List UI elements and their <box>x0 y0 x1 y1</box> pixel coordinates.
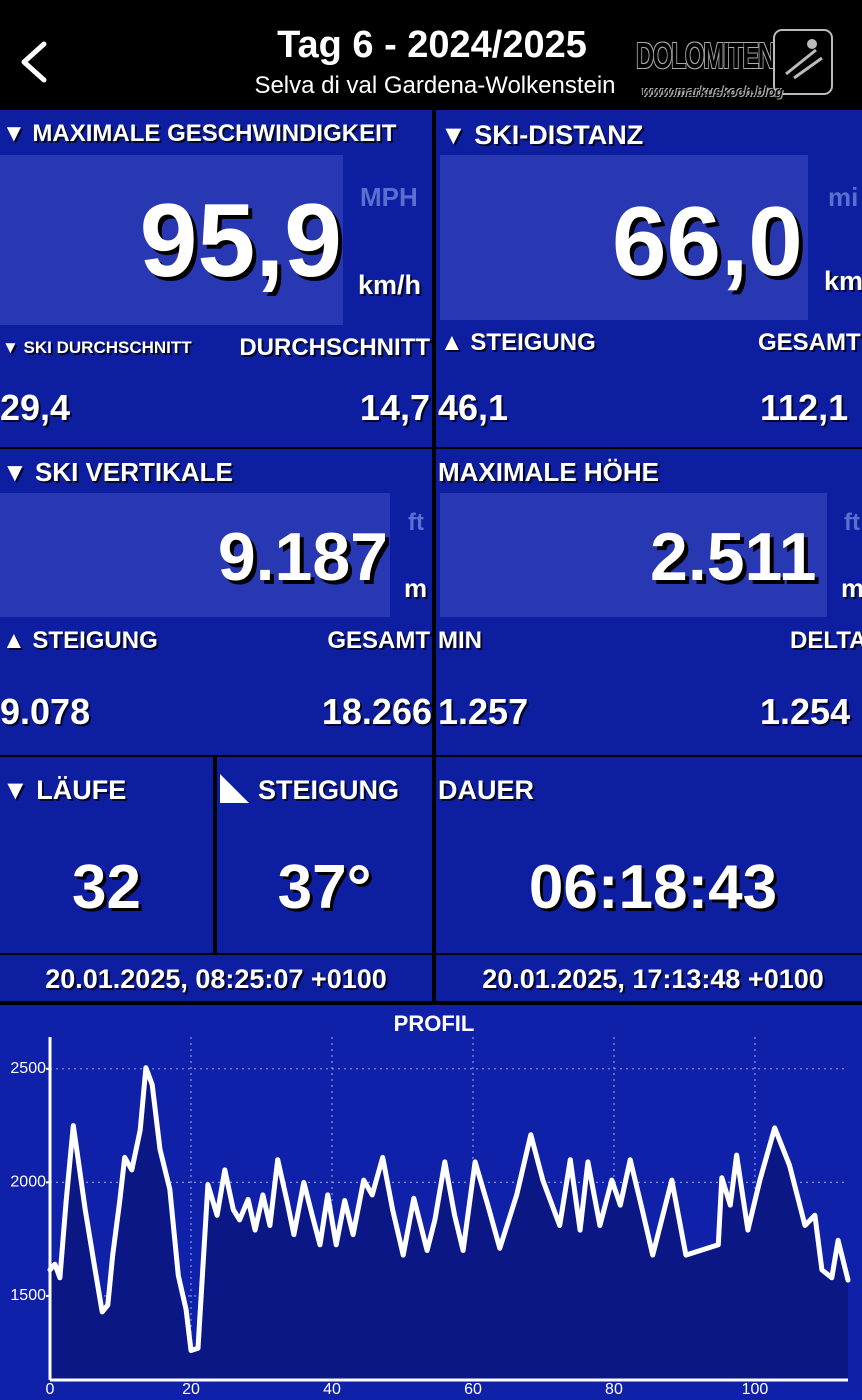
title: Tag 6 - 2024/2025 <box>277 24 587 66</box>
sub-value: 1.254 <box>760 691 851 732</box>
x-tick-label: 100 <box>742 1381 769 1398</box>
tile-slope[interactable]: STEIGUNG 37° <box>217 757 432 953</box>
tile-max-speed[interactable]: ▼ MAXIMALE GESCHWINDIGKEIT 95,9 MPH km/h… <box>0 110 432 447</box>
y-tick-label: 2000 <box>10 1174 46 1191</box>
x-tick-label: 20 <box>182 1381 200 1398</box>
subtitle: Selva di val Gardena-Wolkenstein <box>254 72 616 99</box>
x-tick-label: 60 <box>464 1381 482 1398</box>
sub-value: 9.078 <box>0 691 91 732</box>
profile-chart: PROFIL 1500 2000 2500 0 20 40 60 80 100 <box>0 1005 862 1400</box>
sub-value: 14,7 <box>359 387 430 428</box>
tile-label: ▼ SKI-DISTANZ <box>440 120 644 150</box>
tile-max-altitude[interactable]: MAXIMALE HÖHE 2.511 ft m MIN DELTA 1.257… <box>436 449 862 755</box>
tile-value: 66,0 <box>612 186 803 296</box>
tile-value: 9.187 <box>217 519 388 595</box>
tile-label: STEIGUNG <box>258 775 400 805</box>
value-box <box>0 493 390 617</box>
sub-value: 112,1 <box>760 387 849 428</box>
unit-alt: MPH <box>360 182 418 212</box>
value-box <box>440 493 827 617</box>
start-time: 20.01.2025, 08:25:07 +0100 <box>0 955 432 1001</box>
tile-label: DAUER <box>438 775 535 805</box>
tile-value: 06:18:43 <box>528 853 778 922</box>
tile-label: MAXIMALE HÖHE <box>438 457 659 487</box>
header: Tag 6 - 2024/2025 Selva di val Gardena-W… <box>0 0 862 110</box>
sub-value: 29,4 <box>0 387 71 428</box>
slope-icon <box>220 774 249 803</box>
tile-runs[interactable]: ▼ LÄUFE 32 <box>0 757 213 953</box>
sub-label: DELTA <box>790 627 862 654</box>
watermark-logo <box>773 29 833 95</box>
sub-label: DURCHSCHNITT <box>239 334 430 361</box>
back-button[interactable] <box>14 38 54 86</box>
date-text: 20.01.2025, 08:25:07 +0100 <box>45 964 387 994</box>
profile-line <box>47 1065 851 1353</box>
watermark: DOLOMITEN <box>636 35 776 76</box>
sub-label: MIN <box>438 627 482 654</box>
unit-alt: ft <box>844 509 860 536</box>
value-box <box>440 155 808 320</box>
sub-value: 18.266 <box>321 691 432 732</box>
chart-title: PROFIL <box>394 1011 475 1036</box>
sub-label: GESAMT <box>327 627 430 654</box>
unit-alt: ft <box>408 509 424 536</box>
unit: km <box>824 266 862 296</box>
tile-label: ▼ LÄUFE <box>2 775 127 805</box>
sub-value: 1.257 <box>438 691 529 732</box>
tile-value: 37° <box>277 853 372 922</box>
sub-label: ▼ SKI DURCHSCHNITT <box>2 338 192 357</box>
value-box <box>0 155 343 325</box>
y-tick-label: 2500 <box>10 1060 46 1077</box>
x-tick-label: 80 <box>605 1381 623 1398</box>
tile-label: ▼ SKI VERTIKALE <box>2 457 233 487</box>
unit: m <box>841 573 862 603</box>
sub-label: ▲ STEIGUNG <box>2 627 158 654</box>
sub-value: 46,1 <box>438 387 509 428</box>
date-text: 20.01.2025, 17:13:48 +0100 <box>482 964 824 994</box>
sub-label: ▲ STEIGUNG <box>440 329 596 356</box>
tile-duration[interactable]: DAUER 06:18:43 <box>436 757 862 953</box>
tile-label: ▼ MAXIMALE GESCHWINDIGKEIT <box>2 120 397 147</box>
x-tick-label: 40 <box>323 1381 341 1398</box>
end-time: 20.01.2025, 17:13:48 +0100 <box>436 955 862 1001</box>
tile-ski-distance[interactable]: ▼ SKI-DISTANZ 66,0 mi km ▲ STEIGUNG GESA… <box>436 110 862 447</box>
sub-label: GESAMT <box>758 329 861 356</box>
watermark-url: www.markuskoch.blog <box>642 84 784 99</box>
tile-ski-vertical[interactable]: ▼ SKI VERTIKALE 9.187 ft m ▲ STEIGUNG GE… <box>0 449 432 755</box>
x-tick-label: 0 <box>46 1381 55 1398</box>
tile-value: 2.511 <box>650 519 817 595</box>
y-tick-label: 1500 <box>10 1287 46 1304</box>
unit: m <box>404 573 428 603</box>
profile-area <box>50 1067 848 1380</box>
unit-alt: mi <box>828 182 859 212</box>
tile-value: 32 <box>72 853 141 922</box>
unit: km/h <box>358 270 422 300</box>
tile-value: 95,9 <box>139 183 342 299</box>
